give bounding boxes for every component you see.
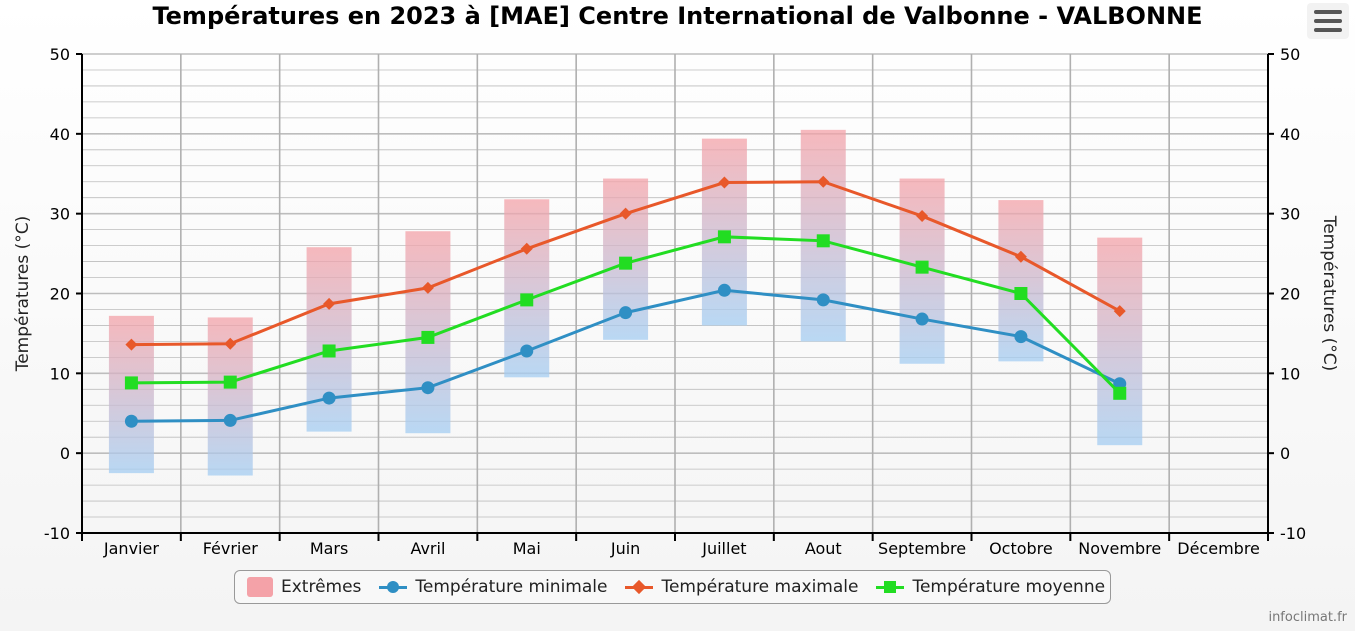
series-lines [124, 175, 1127, 428]
point-min [816, 293, 830, 307]
legend-label-max: Température maximale [661, 577, 859, 597]
y-tick-label-left: 50 [50, 45, 70, 64]
point-mean [421, 330, 435, 344]
y-tick-label-left: 30 [50, 205, 70, 224]
x-tick-label: Mai [513, 539, 541, 558]
point-mean [520, 293, 534, 307]
diamond-marker-icon [625, 577, 654, 597]
point-mean [915, 260, 929, 274]
x-tick-label: Octobre [989, 539, 1053, 558]
chart-title: Températures en 2023 à [MAE] Centre Inte… [152, 2, 1203, 30]
point-mean [124, 376, 138, 390]
menu-bar [1314, 10, 1342, 14]
point-min [619, 306, 633, 320]
credit-text[interactable]: infoclimat.fr [1268, 610, 1347, 625]
y-tick-label-left: 40 [50, 125, 70, 144]
extremes-bar [1097, 237, 1143, 446]
y-tick-label-left: -10 [44, 524, 70, 543]
point-mean [816, 234, 830, 248]
x-tick-label: Décembre [1177, 539, 1260, 558]
x-tick-label: Février [203, 539, 259, 558]
point-max [421, 281, 434, 294]
point-mean [619, 256, 633, 270]
legend: Extrêmes Température minimale Températur… [234, 570, 1111, 604]
legend-item-max[interactable]: Température maximale [625, 577, 858, 597]
point-max [520, 242, 533, 255]
x-tick-label: Mars [310, 539, 349, 558]
point-mean [717, 230, 731, 244]
x-tick-label: Avril [410, 539, 445, 558]
point-min [1014, 330, 1028, 344]
legend-item-mean[interactable]: Température moyenne [876, 577, 1105, 597]
square-marker-icon [876, 577, 905, 597]
hamburger-menu-icon[interactable] [1307, 3, 1349, 39]
point-max [916, 210, 929, 223]
axes: -10 -10 0 0 10 10 20 20 30 30 40 40 50 50 Janvier Févri… [13, 45, 1339, 558]
legend-item-min[interactable]: Température minimale [379, 577, 607, 597]
y-tick-label-right: -10 [1280, 524, 1306, 543]
x-tick-label: Juillet [701, 539, 746, 558]
point-min [421, 381, 435, 395]
point-max [718, 176, 731, 189]
legend-label-mean: Température moyenne [912, 577, 1106, 597]
y-tick-label-right: 30 [1280, 205, 1300, 224]
point-max [323, 297, 336, 310]
y-tick-label-right: 40 [1280, 125, 1300, 144]
point-mean [322, 344, 336, 358]
y-tick-label-right: 20 [1280, 285, 1300, 304]
y-tick-label-left: 20 [50, 285, 70, 304]
point-min [520, 344, 534, 358]
point-max [817, 175, 830, 188]
point-min [124, 414, 138, 428]
y-tick-label-right: 10 [1280, 364, 1300, 383]
x-tick-label: Aout [805, 539, 842, 558]
x-tick-label: Janvier [103, 539, 159, 558]
y-axis-title-left: Températures (°C) [13, 216, 33, 373]
point-max [1113, 305, 1126, 318]
legend-item-extremes[interactable]: Extrêmes [247, 577, 361, 597]
y-tick-label-right: 0 [1280, 444, 1290, 463]
y-tick-label-left: 10 [50, 364, 70, 383]
y-tick-label-right: 50 [1280, 45, 1300, 64]
point-max [1014, 250, 1027, 263]
point-max [125, 338, 138, 351]
point-min [915, 312, 929, 326]
point-min [322, 391, 336, 405]
x-tick-label: Novembre [1078, 539, 1161, 558]
circle-marker-icon [379, 577, 408, 597]
menu-bar [1314, 28, 1342, 32]
extremes-swatch-icon [247, 577, 273, 597]
menu-bar [1314, 19, 1342, 23]
point-mean [223, 375, 237, 389]
x-tick-label: Juin [610, 539, 640, 558]
y-axis-title-right: Températures (°C) [1319, 215, 1339, 372]
legend-label-min: Température minimale [415, 577, 608, 597]
grid [82, 53, 1268, 541]
point-mean [1014, 287, 1028, 300]
legend-label-extremes: Extrêmes [281, 577, 362, 597]
point-mean [1113, 386, 1127, 400]
point-max [224, 337, 237, 350]
point-min [223, 413, 237, 427]
x-tick-label: Septembre [878, 539, 966, 558]
y-tick-label-left: 0 [60, 444, 70, 463]
point-max [619, 207, 632, 220]
point-min [717, 283, 731, 297]
